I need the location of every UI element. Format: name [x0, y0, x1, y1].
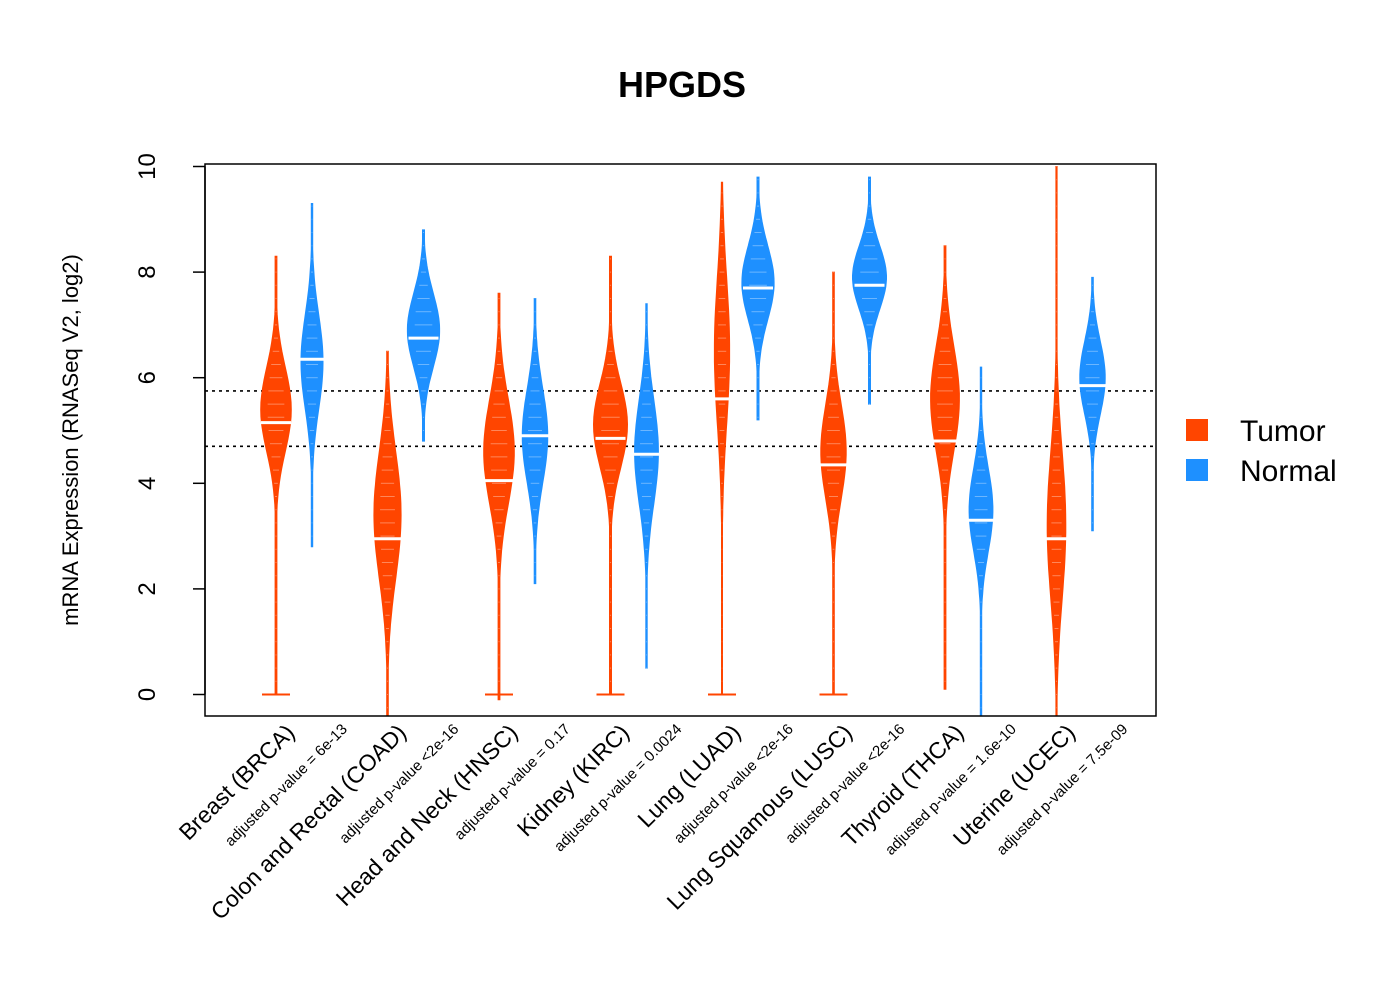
normal-violin: [852, 176, 887, 405]
tumor-violin-body: [820, 271, 847, 695]
tumor-violin-body: [373, 350, 402, 717]
normal-violin-body: [634, 303, 659, 669]
legend-label-tumor: Tumor: [1240, 415, 1326, 448]
tumor-violin-body: [260, 255, 292, 695]
x-axis: Breast (BRCA)adjusted p-value = 6e-13Col…: [174, 719, 1132, 924]
normal-violin: [1077, 276, 1108, 532]
legend-label-normal: Normal: [1240, 455, 1337, 488]
normal-violin-body: [852, 176, 887, 405]
legend-swatch-tumor: [1186, 419, 1208, 441]
tumor-violin-body: [930, 245, 960, 690]
tumor-violin-body: [713, 181, 731, 695]
y-tick-label: 10: [134, 153, 161, 180]
normal-violin-body: [300, 203, 324, 548]
y-tick-label: 6: [134, 371, 161, 384]
tumor-violin: [1041, 166, 1072, 717]
tumor-violin: [707, 181, 737, 696]
tumor-violin: [818, 271, 849, 696]
normal-violin-body: [968, 366, 994, 717]
plot-area: [205, 166, 1156, 717]
tumor-violin-body: [483, 292, 515, 701]
normal-violin-body: [1079, 276, 1106, 532]
tumor-violin-body: [592, 255, 629, 695]
tumor-violin: [592, 255, 629, 696]
tumor-violin: [483, 292, 515, 701]
normal-violin-body: [521, 298, 549, 585]
legend-swatch-normal: [1186, 459, 1208, 481]
normal-violin: [741, 176, 775, 421]
legend: Tumor Normal: [1186, 415, 1337, 488]
plot-frame: [204, 163, 1157, 717]
normal-violin: [631, 303, 662, 669]
tumor-violin-body: [1046, 166, 1067, 717]
normal-violin-body: [741, 176, 775, 421]
y-axis-label: mRNA Expression (RNASeq V2, log2): [58, 254, 83, 626]
normal-violin: [520, 298, 550, 585]
tumor-violin: [260, 255, 292, 696]
normal-violin: [966, 366, 996, 717]
y-axis: 0 2 4 6 8 10: [134, 153, 206, 701]
normal-violin: [297, 203, 327, 548]
normal-violin-body: [406, 229, 441, 442]
tumor-violin: [930, 245, 960, 690]
y-tick-label: 0: [134, 688, 161, 701]
y-tick-label: 4: [134, 477, 161, 490]
tumor-violin: [372, 350, 403, 717]
y-tick-label: 8: [134, 265, 161, 278]
chart-title: HPGDS: [618, 64, 746, 105]
y-tick-label: 2: [134, 582, 161, 595]
normal-violin: [406, 229, 441, 442]
